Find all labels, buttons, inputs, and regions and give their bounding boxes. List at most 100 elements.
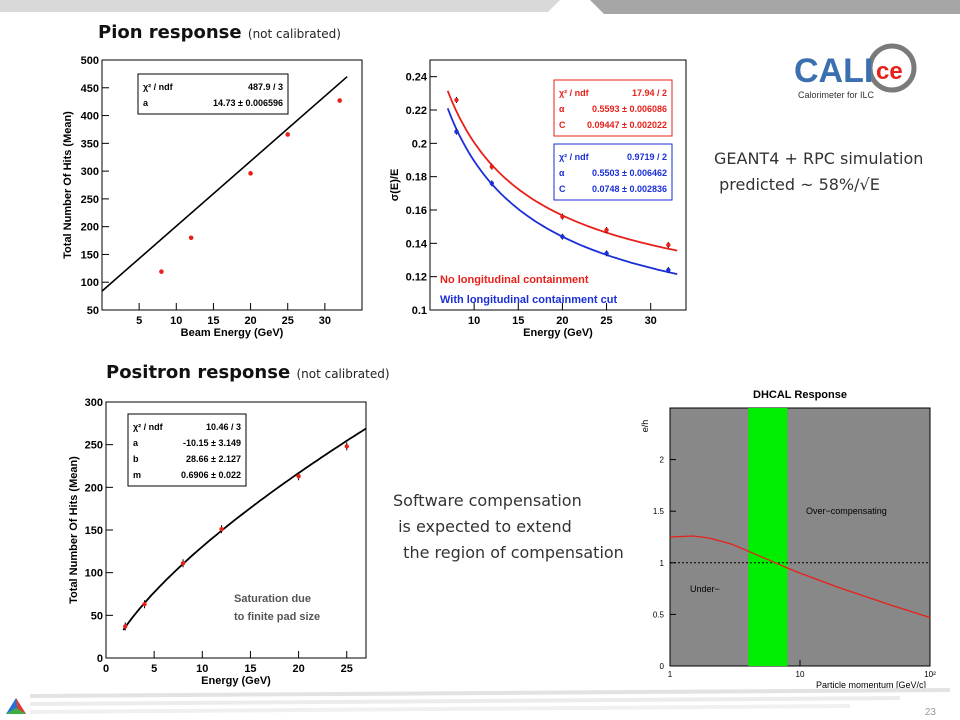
pion-ytick-label: 300 bbox=[81, 166, 99, 178]
positron-stats-box-key: a bbox=[133, 438, 139, 448]
resolution-stats-red-value: 0.09447 ± 0.002022 bbox=[587, 120, 667, 130]
pion-ytick-label: 100 bbox=[81, 277, 99, 289]
positron-data-point bbox=[344, 444, 349, 449]
positron-response-title: Positron response (not calibrated) bbox=[106, 362, 390, 383]
pion-xtick-label: 20 bbox=[244, 315, 256, 327]
resolution-stats-blue-value: 0.0748 ± 0.002836 bbox=[592, 184, 667, 194]
resolution-ytick-label: 0.22 bbox=[406, 105, 427, 117]
resolution-xtick-label: 25 bbox=[600, 315, 612, 327]
resolution-ytick-label: 0.14 bbox=[406, 238, 428, 250]
positron-annotation-line1: Saturation due bbox=[234, 593, 311, 605]
positron-stats-box-value: 10.46 / 3 bbox=[206, 422, 241, 432]
positron-stats-box-value: 28.66 ± 2.127 bbox=[186, 454, 241, 464]
pion-xtick-label: 5 bbox=[136, 315, 142, 327]
resolution-data-point-1 bbox=[489, 181, 494, 186]
pion-x-axis-label: Beam Energy (GeV) bbox=[181, 327, 284, 339]
resolution-stats-blue-value: 0.9719 / 2 bbox=[627, 152, 667, 162]
resolution-data-point-1 bbox=[454, 129, 459, 134]
resolution-stats-red bbox=[553, 79, 673, 137]
dhcal-xtick-label: 10² bbox=[924, 670, 936, 679]
pion-y-axis-label: Total Number Of Hits (Mean) bbox=[62, 111, 74, 259]
resolution-legend-blue: With longitudinal containment cut bbox=[440, 294, 617, 306]
resolution-xtick-label: 30 bbox=[645, 315, 657, 327]
resolution-stats-red-value: 0.5593 ± 0.006086 bbox=[592, 104, 667, 114]
bottom-decoration bbox=[6, 688, 950, 714]
resolution-ytick-label: 0.16 bbox=[406, 205, 427, 217]
resolution-data-point-0 bbox=[666, 242, 671, 248]
calice-logo: CALI ce Calorimeter for ILC bbox=[790, 42, 920, 102]
positron-ytick-label: 100 bbox=[85, 568, 103, 580]
pion-data-point bbox=[285, 132, 291, 137]
pion-ytick-label: 250 bbox=[81, 194, 99, 206]
software-compensation-note: Software compensation is expected to ext… bbox=[393, 491, 624, 562]
energy-resolution-chart: 0.1 0.12 0.14 0.16 0.18 0.2 0.22 0.24 10 15 20 25 30… bbox=[389, 59, 687, 339]
positron-stats-box-key: m bbox=[133, 470, 141, 480]
pion-ytick-label: 400 bbox=[81, 111, 99, 123]
pion-xtick-label: 25 bbox=[282, 315, 294, 327]
resolution-stats-blue-key: α bbox=[559, 168, 565, 178]
dhcal-ytick-label: 2 bbox=[660, 456, 665, 465]
pion-response-chart: 50 100 150 200 250 300 350 400 450 500 5 10 15 20 25 30… bbox=[62, 55, 363, 339]
resolution-data-point-0 bbox=[560, 214, 565, 219]
dhcal-x-axis-label: Particle momentum [GeV/c] bbox=[816, 680, 926, 690]
resolution-stats-blue bbox=[553, 143, 673, 201]
positron-stats-box-key: χ² / ndf bbox=[133, 422, 164, 432]
pion-ytick-label: 450 bbox=[81, 83, 99, 95]
resolution-xtick-label: 10 bbox=[468, 315, 480, 327]
dhcal-xtick-label: 1 bbox=[668, 670, 673, 679]
positron-ytick-label: 200 bbox=[85, 482, 103, 494]
resolution-data-point-1 bbox=[666, 267, 671, 273]
pion-ytick-label: 350 bbox=[81, 138, 99, 150]
positron-ytick-label: 50 bbox=[91, 610, 103, 622]
pion-stats-box bbox=[137, 73, 289, 115]
resolution-data-point-0 bbox=[604, 227, 609, 233]
logo-caption: Calorimeter for ILC bbox=[798, 90, 875, 100]
resolution-xtick-label: 15 bbox=[512, 315, 524, 327]
logo-text-right: ce bbox=[876, 58, 903, 85]
positron-y-axis-label: Total Number Of Hits (Mean) bbox=[68, 456, 80, 604]
resolution-ytick-label: 0.12 bbox=[406, 272, 427, 284]
geant-simulation-note: GEANT4 + RPC simulation predicted ~ 58%/… bbox=[714, 149, 924, 194]
resolution-ytick-label: 0.2 bbox=[412, 138, 427, 150]
dhcal-compensation-band bbox=[748, 408, 788, 666]
positron-ytick-label: 250 bbox=[85, 440, 103, 452]
pion-response-title: Pion response (not calibrated) bbox=[98, 22, 341, 43]
resolution-stats-blue-key: χ² / ndf bbox=[559, 152, 590, 162]
logo-text-left: CALI bbox=[794, 52, 873, 90]
dhcal-ytick-label: 1 bbox=[660, 559, 665, 568]
positron-ytick-label: 300 bbox=[85, 397, 103, 409]
dhcal-ytick-label: 0 bbox=[660, 662, 665, 671]
pion-xtick-label: 30 bbox=[319, 315, 331, 327]
resolution-stats-blue-value: 0.5503 ± 0.006462 bbox=[592, 168, 667, 178]
resolution-data-point-0 bbox=[454, 97, 459, 103]
pion-stats-box-value: 487.9 / 3 bbox=[248, 82, 283, 92]
dhcal-y-axis-label: e/h bbox=[640, 420, 650, 433]
dhcal-ytick-label: 0.5 bbox=[653, 610, 665, 619]
positron-stats-box-value: -10.15 ± 3.149 bbox=[183, 438, 241, 448]
positron-annotation-line2: to finite pad size bbox=[234, 611, 320, 623]
resolution-data-point-1 bbox=[560, 234, 565, 239]
pion-ytick-label: 150 bbox=[81, 249, 99, 261]
positron-xtick-label: 15 bbox=[244, 663, 256, 675]
positron-xtick-label: 10 bbox=[196, 663, 208, 675]
resolution-ytick-label: 0.1 bbox=[412, 305, 427, 317]
positron-stats-box bbox=[127, 413, 247, 487]
dhcal-region-over: Over−compensating bbox=[806, 506, 887, 516]
pion-fit-line bbox=[101, 76, 348, 292]
resolution-stats-red-key: χ² / ndf bbox=[559, 88, 590, 98]
resolution-ytick-label: 0.18 bbox=[406, 172, 427, 184]
pion-data-point bbox=[188, 235, 194, 241]
pion-data-point bbox=[159, 269, 164, 274]
positron-data-point bbox=[142, 602, 147, 607]
positron-data-point bbox=[123, 624, 128, 629]
resolution-stats-red-key: α bbox=[559, 104, 565, 114]
top-decoration-bar bbox=[0, 0, 960, 14]
institution-logo-icon bbox=[6, 698, 26, 714]
dhcal-xtick-label: 10 bbox=[796, 670, 805, 679]
positron-stats-box-value: 0.6906 ± 0.022 bbox=[181, 470, 241, 480]
positron-xtick-label: 5 bbox=[151, 663, 157, 675]
positron-xtick-label: 20 bbox=[292, 663, 304, 675]
positron-ytick-label: 0 bbox=[97, 653, 103, 665]
resolution-xtick-label: 20 bbox=[556, 315, 568, 327]
resolution-stats-blue-key: C bbox=[559, 184, 566, 194]
